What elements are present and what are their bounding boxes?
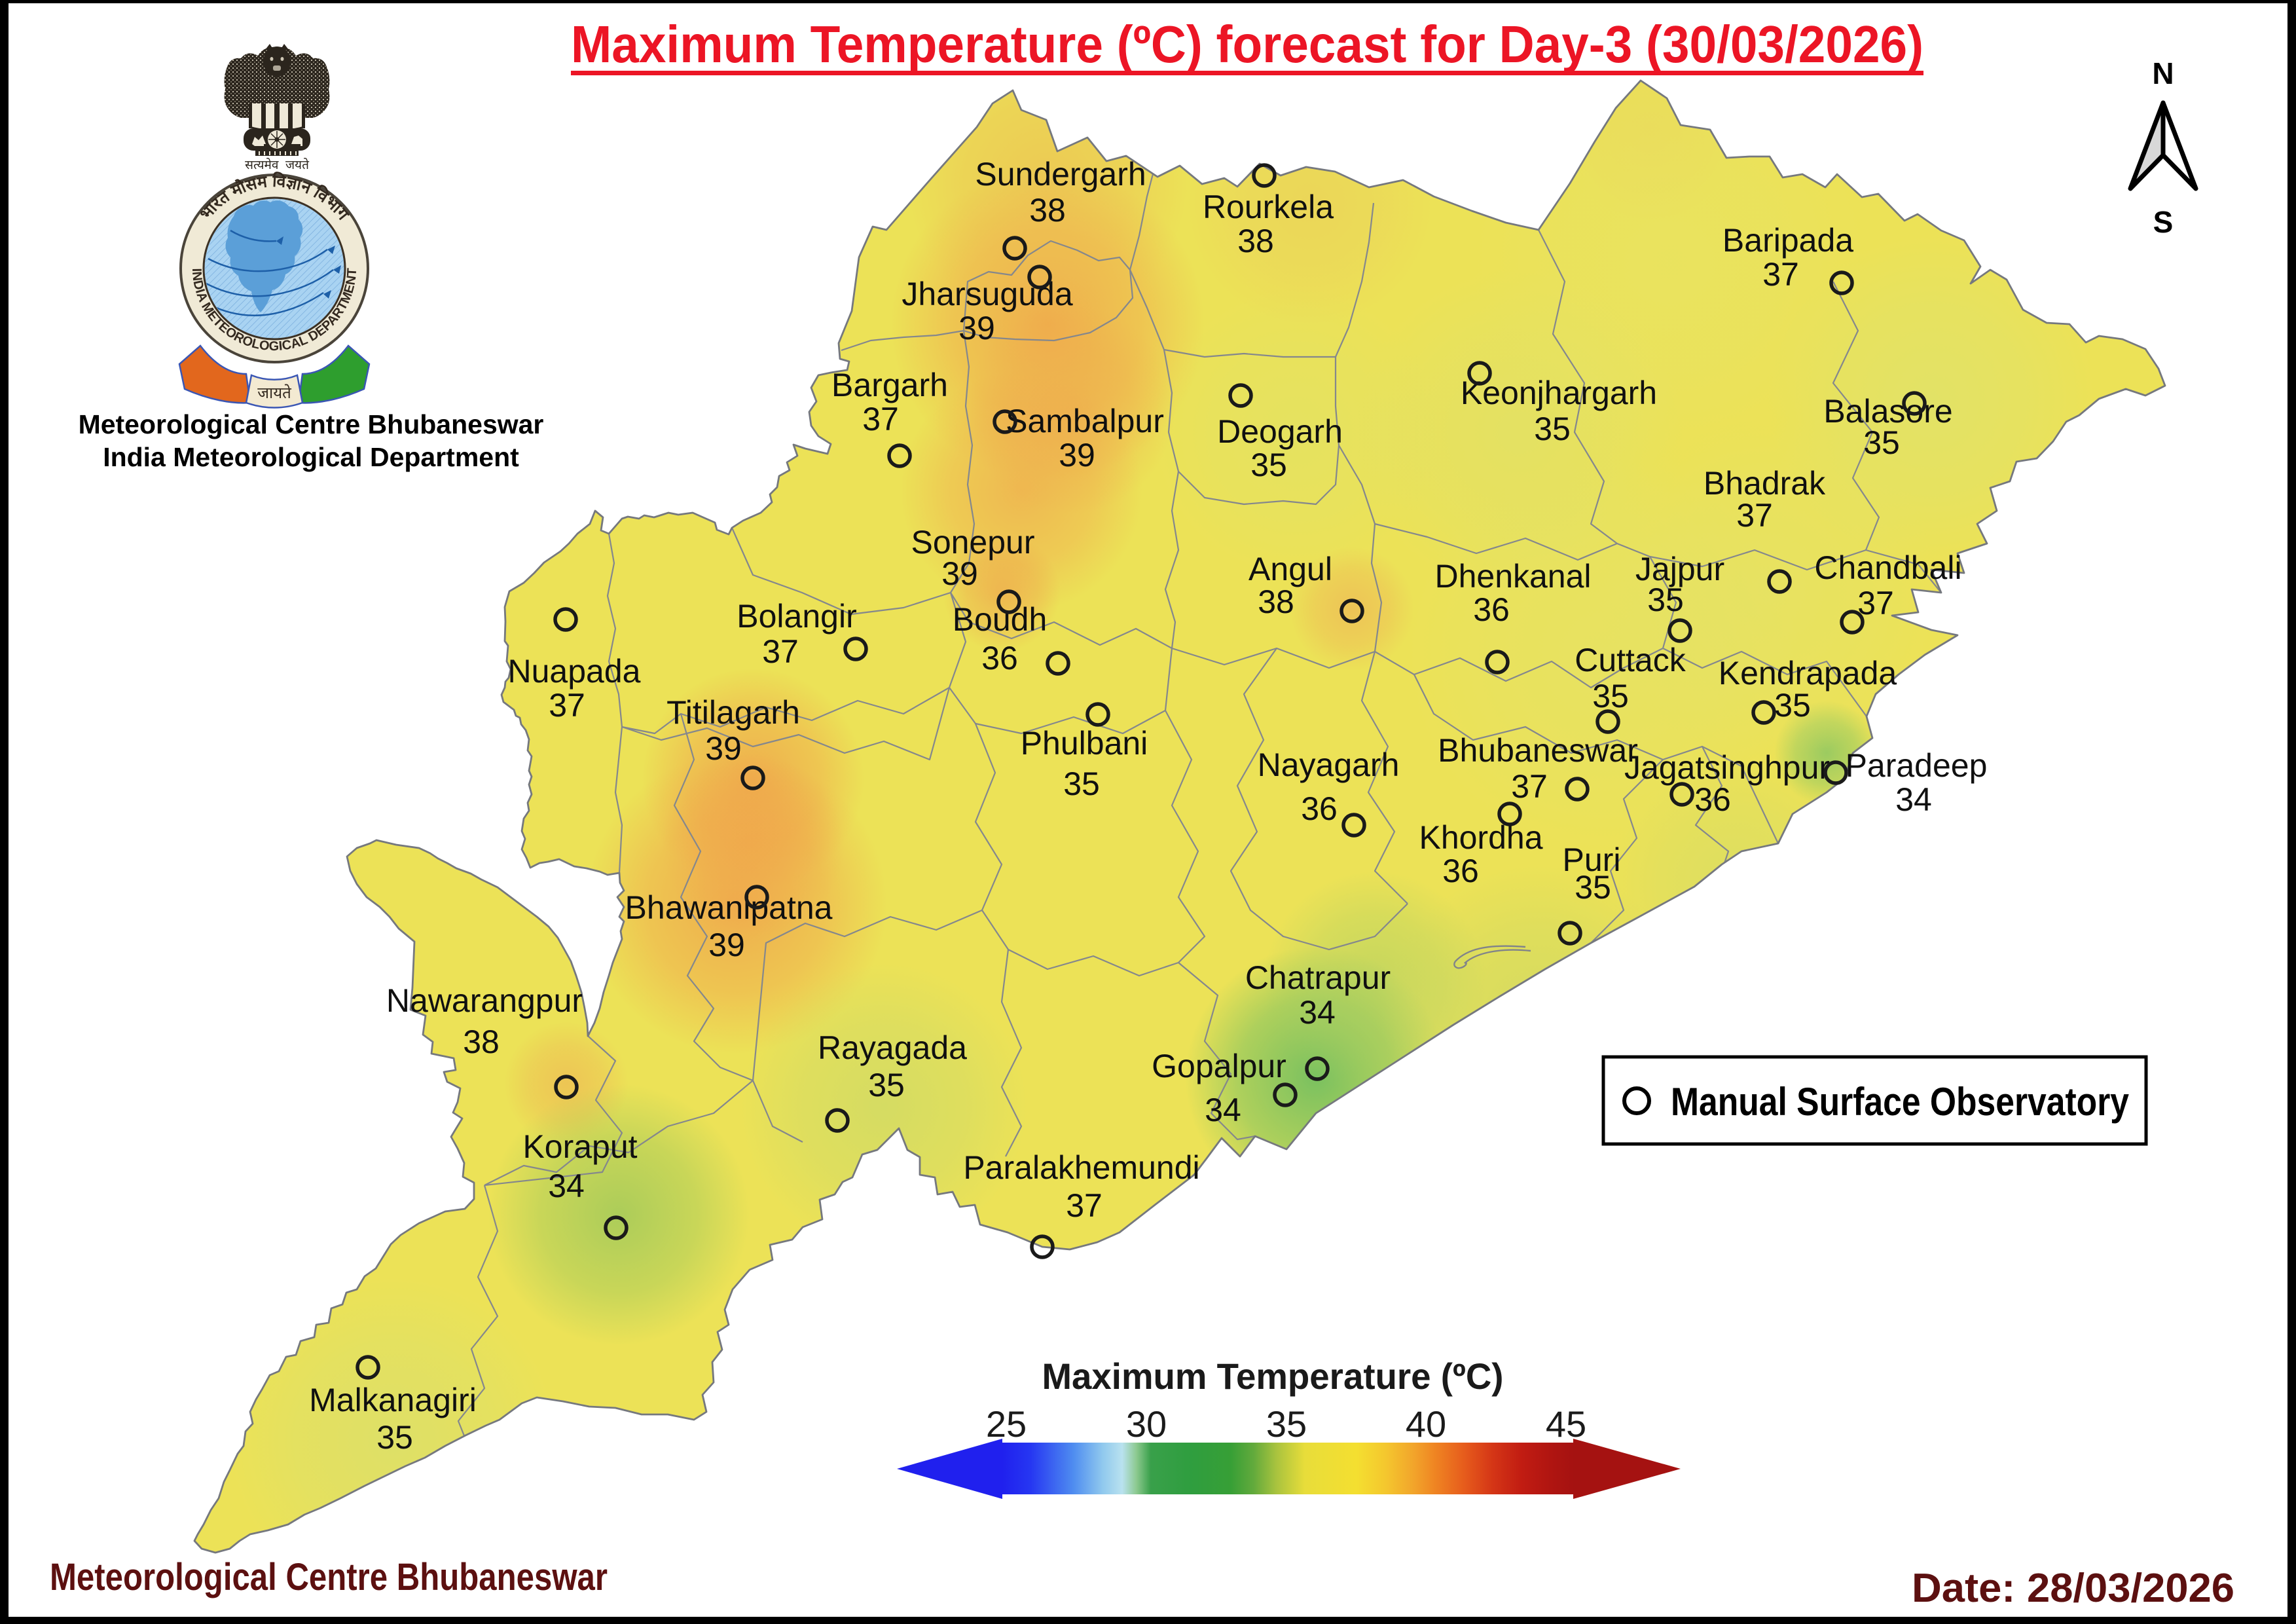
svg-text:India Meteorological Departmen: India Meteorological Department (103, 442, 519, 472)
svg-text:36: 36 (1694, 781, 1731, 818)
svg-text:35: 35 (1250, 447, 1287, 483)
svg-text:Deogarh: Deogarh (1217, 413, 1343, 450)
svg-text:30: 30 (1126, 1403, 1167, 1445)
svg-text:39: 39 (708, 927, 745, 963)
svg-text:45: 45 (1546, 1403, 1586, 1445)
svg-text:Bargarh: Bargarh (831, 367, 948, 403)
svg-text:37: 37 (1511, 768, 1548, 805)
svg-text:37: 37 (1857, 585, 1894, 621)
svg-text:38: 38 (1258, 583, 1294, 620)
svg-text:N: N (2152, 56, 2174, 90)
svg-text:Paradeep: Paradeep (1846, 747, 1988, 784)
svg-text:39: 39 (705, 730, 742, 767)
svg-text:37: 37 (762, 633, 799, 670)
svg-text:Sundergarh: Sundergarh (975, 156, 1146, 193)
svg-text:37: 37 (1762, 256, 1799, 293)
svg-text:Gopalpur: Gopalpur (1152, 1048, 1286, 1084)
svg-text:Puri: Puri (1563, 841, 1621, 878)
svg-text:Maximum Temperature (ºC): Maximum Temperature (ºC) (1042, 1356, 1504, 1397)
svg-text:Nuapada: Nuapada (508, 653, 641, 690)
svg-text:38: 38 (1237, 223, 1274, 259)
svg-text:35: 35 (1647, 581, 1684, 618)
svg-text:35: 35 (1863, 424, 1900, 461)
svg-text:Chatrapur: Chatrapur (1245, 959, 1391, 996)
svg-text:Bhadrak: Bhadrak (1704, 465, 1826, 502)
svg-text:Sambalpur: Sambalpur (1006, 403, 1164, 439)
svg-text:38: 38 (463, 1024, 500, 1060)
svg-text:Bhubaneswar: Bhubaneswar (1438, 732, 1638, 769)
svg-text:34: 34 (1299, 994, 1336, 1031)
svg-text:Paralakhemundi: Paralakhemundi (963, 1149, 1199, 1186)
svg-text:37: 37 (549, 687, 585, 724)
svg-text:Dhenkanal: Dhenkanal (1434, 558, 1591, 595)
svg-text:39: 39 (941, 555, 978, 592)
svg-text:Malkanagiri: Malkanagiri (309, 1382, 477, 1418)
svg-text:Jagatsinghpur: Jagatsinghpur (1624, 749, 1830, 786)
svg-text:Balasore: Balasore (1823, 393, 1952, 430)
svg-text:34: 34 (1895, 781, 1932, 818)
svg-text:36: 36 (1301, 790, 1338, 827)
svg-text:Rayagada: Rayagada (818, 1029, 967, 1066)
svg-text:38: 38 (1029, 192, 1066, 229)
svg-text:Angul: Angul (1248, 551, 1332, 587)
svg-text:Meteorological Centre Bhubanes: Meteorological Centre Bhubaneswar (79, 409, 544, 439)
svg-text:Keonjhargarh: Keonjhargarh (1461, 375, 1657, 411)
svg-text:36: 36 (1442, 853, 1479, 889)
svg-text:39: 39 (1059, 437, 1095, 473)
svg-text:36: 36 (981, 640, 1018, 676)
svg-text:35: 35 (1774, 687, 1811, 724)
svg-text:Rourkela: Rourkela (1203, 189, 1334, 225)
svg-text:37: 37 (1066, 1187, 1102, 1224)
svg-text:34: 34 (1205, 1092, 1241, 1128)
svg-text:Meteorological Centre Bhubanes: Meteorological Centre Bhubaneswar (50, 1556, 608, 1598)
svg-text:36: 36 (1473, 591, 1510, 628)
svg-text:Bolangir: Bolangir (737, 598, 856, 635)
svg-text:Chandbali: Chandbali (1814, 549, 1961, 586)
svg-text:Kendrapada: Kendrapada (1719, 655, 1897, 692)
svg-text:Maximum Temperature (ºC) forec: Maximum Temperature (ºC) forecast for Da… (571, 15, 1923, 73)
svg-text:25: 25 (986, 1403, 1027, 1445)
svg-text:37: 37 (1736, 497, 1773, 534)
svg-text:S: S (2153, 205, 2174, 239)
svg-text:35: 35 (1266, 1403, 1307, 1445)
svg-text:Titilagarh: Titilagarh (666, 694, 800, 731)
svg-text:Date: 28/03/2026: Date: 28/03/2026 (1912, 1566, 2234, 1611)
svg-text:35: 35 (376, 1419, 413, 1456)
svg-text:Baripada: Baripada (1722, 222, 1853, 259)
svg-text:Koraput: Koraput (522, 1128, 637, 1165)
svg-text:Sonepur: Sonepur (911, 524, 1034, 561)
svg-text:Jajpur: Jajpur (1635, 551, 1724, 587)
svg-text:35: 35 (1592, 678, 1629, 714)
svg-text:39: 39 (958, 310, 995, 346)
svg-text:40: 40 (1406, 1403, 1446, 1445)
svg-text:Bhawanipatna: Bhawanipatna (625, 889, 833, 926)
svg-text:35: 35 (1575, 869, 1611, 906)
svg-text:जायते: जायते (257, 384, 292, 402)
svg-text:Nawarangpur: Nawarangpur (386, 982, 583, 1019)
svg-text:35: 35 (868, 1067, 905, 1103)
svg-text:Cuttack: Cuttack (1575, 642, 1686, 678)
svg-text:Phulbani: Phulbani (1021, 725, 1148, 762)
svg-text:Jharsuguda: Jharsuguda (902, 276, 1072, 312)
svg-text:35: 35 (1534, 411, 1571, 447)
svg-text:Nayagarh: Nayagarh (1258, 747, 1400, 783)
svg-text:35: 35 (1063, 766, 1100, 802)
svg-text:34: 34 (548, 1168, 585, 1204)
svg-text:Manual Surface Observatory: Manual Surface Observatory (1671, 1080, 2130, 1124)
svg-text:सत्यमेव जयते: सत्यमेव जयते (245, 157, 310, 172)
svg-text:Khordha: Khordha (1419, 819, 1542, 856)
svg-text:37: 37 (862, 401, 899, 437)
